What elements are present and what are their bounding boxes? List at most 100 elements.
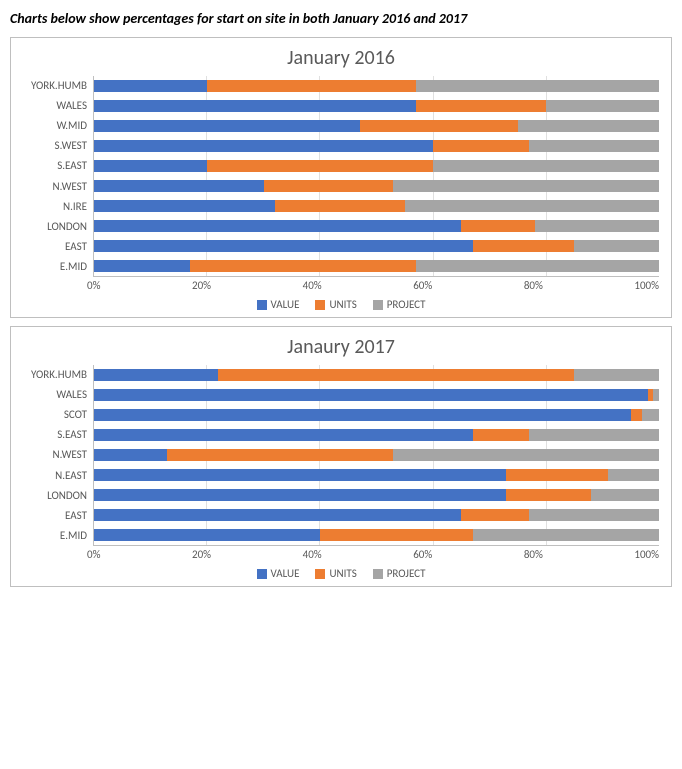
plot-area: YORK.HUMBWALESW.MIDS.WESTS.EASTN.WESTN.I…: [23, 76, 659, 277]
y-tick-label: S.WEST: [23, 136, 87, 156]
bar-row: [94, 385, 659, 405]
legend-item-project: PROJECT: [373, 298, 426, 311]
y-axis-labels: YORK.HUMBWALESSCOTS.EASTN.WESTN.EASTLOND…: [23, 365, 93, 546]
legend-item-value: VALUE: [257, 298, 300, 311]
x-tick-label: 20%: [192, 548, 211, 561]
legend-label: PROJECT: [387, 298, 426, 311]
y-tick-label: E.MID: [23, 526, 87, 546]
y-tick-label: LONDON: [23, 217, 87, 237]
bar-row: [94, 176, 659, 196]
bar-segment-value: [94, 260, 190, 272]
bar-row: [94, 116, 659, 136]
bar-segment-value: [94, 120, 360, 132]
bar-row: [94, 256, 659, 276]
bar-row: [94, 76, 659, 96]
y-tick-label: EAST: [23, 506, 87, 526]
y-tick-label: SCOT: [23, 405, 87, 425]
y-tick-label: YORK.HUMB: [23, 365, 87, 385]
plot-area: YORK.HUMBWALESSCOTS.EASTN.WESTN.EASTLOND…: [23, 365, 659, 546]
bar-segment-project: [529, 429, 659, 441]
legend-swatch: [257, 569, 267, 579]
x-tick-label: 60%: [413, 279, 432, 292]
bar-segment-value: [94, 409, 631, 421]
chart-title: Janaury 2017: [23, 335, 659, 359]
page-caption: Charts below show percentages for start …: [10, 10, 672, 27]
legend-label: PROJECT: [387, 567, 426, 580]
bar-segment-value: [94, 429, 473, 441]
x-tick-label: 40%: [303, 279, 322, 292]
bars-container: [93, 365, 659, 546]
x-tick-label: 20%: [192, 279, 211, 292]
bar-segment-units: [275, 200, 405, 212]
bar-segment-units: [190, 260, 416, 272]
bar-segment-project: [405, 200, 659, 212]
legend-swatch: [373, 300, 383, 310]
bar-row: [94, 156, 659, 176]
bar-segment-units: [461, 220, 534, 232]
legend-item-project: PROJECT: [373, 567, 426, 580]
legend-item-units: UNITS: [315, 567, 356, 580]
x-tick-labels: 0%20%40%60%80%100%: [87, 548, 659, 561]
y-tick-label: N.IRE: [23, 197, 87, 217]
y-tick-label: WALES: [23, 96, 87, 116]
bar-segment-value: [94, 220, 461, 232]
bar-segment-units: [207, 80, 416, 92]
bar-segment-project: [416, 80, 659, 92]
y-tick-label: N.EAST: [23, 466, 87, 486]
bar-segment-project: [653, 389, 659, 401]
bar-segment-units: [473, 240, 575, 252]
legend-label: VALUE: [271, 567, 300, 580]
x-tick-label: 100%: [634, 279, 659, 292]
x-tick-labels: 0%20%40%60%80%100%: [87, 279, 659, 292]
legend: VALUE UNITS PROJECT: [23, 298, 659, 311]
bar-segment-units: [320, 529, 473, 541]
bar-segment-project: [393, 449, 659, 461]
bar-segment-units: [473, 429, 530, 441]
legend-item-value: VALUE: [257, 567, 300, 580]
legend-label: UNITS: [329, 567, 356, 580]
x-tick-label: 0%: [87, 279, 100, 292]
y-tick-label: N.WEST: [23, 177, 87, 197]
bar-segment-value: [94, 529, 320, 541]
bar-segment-project: [393, 180, 659, 192]
bar-segment-value: [94, 180, 264, 192]
bar-segment-value: [94, 509, 461, 521]
bar-segment-value: [94, 240, 473, 252]
bar-segment-units: [416, 100, 546, 112]
bar-segment-project: [574, 240, 659, 252]
bar-segment-units: [461, 509, 529, 521]
x-tick-label: 100%: [634, 548, 659, 561]
x-axis: 0%20%40%60%80%100%: [23, 279, 659, 292]
x-axis: 0%20%40%60%80%100%: [23, 548, 659, 561]
bar-row: [94, 505, 659, 525]
y-tick-label: N.WEST: [23, 445, 87, 465]
bar-row: [94, 525, 659, 545]
x-tick-label: 60%: [413, 548, 432, 561]
legend-label: UNITS: [329, 298, 356, 311]
bar-segment-units: [433, 140, 529, 152]
bar-row: [94, 236, 659, 256]
bar-segment-project: [433, 160, 659, 172]
bar-segment-units: [218, 369, 574, 381]
bar-segment-units: [167, 449, 393, 461]
y-tick-label: YORK.HUMB: [23, 76, 87, 96]
bars-container: [93, 76, 659, 277]
x-tick-label: 0%: [87, 548, 100, 561]
bar-row: [94, 465, 659, 485]
bar-segment-value: [94, 140, 433, 152]
bar-segment-project: [591, 489, 659, 501]
bar-segment-project: [473, 529, 659, 541]
chart-title: January 2016: [23, 46, 659, 70]
bar-segment-project: [529, 140, 659, 152]
legend-item-units: UNITS: [315, 298, 356, 311]
bar-segment-project: [518, 120, 659, 132]
y-tick-label: WALES: [23, 385, 87, 405]
y-tick-label: S.EAST: [23, 425, 87, 445]
bar-segment-project: [535, 220, 659, 232]
bar-row: [94, 136, 659, 156]
bar-segment-project: [546, 100, 659, 112]
legend-swatch: [257, 300, 267, 310]
bar-segment-value: [94, 489, 506, 501]
bar-row: [94, 405, 659, 425]
y-tick-label: S.EAST: [23, 156, 87, 176]
